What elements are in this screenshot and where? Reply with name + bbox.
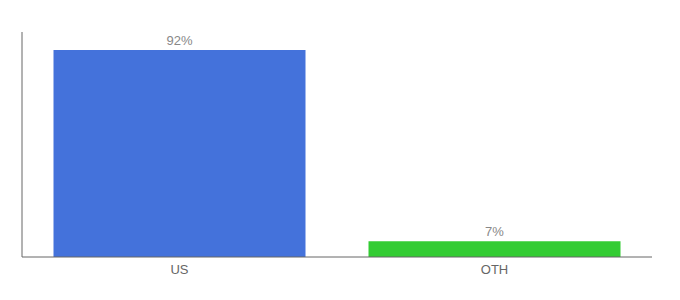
- svg-text:OTH: OTH: [481, 262, 508, 277]
- svg-text:US: US: [170, 262, 188, 277]
- svg-text:7%: 7%: [485, 224, 504, 239]
- svg-text:92%: 92%: [166, 33, 192, 48]
